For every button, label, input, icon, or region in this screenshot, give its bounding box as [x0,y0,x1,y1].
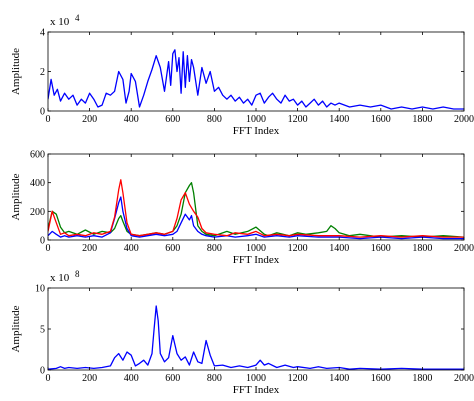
fft-panel-2-x-axis-label: FFT Index [233,254,280,266]
fft-panel-2-x-tick-label: 1000 [246,243,266,254]
fft-panel-3-x-tick-label: 800 [207,373,222,384]
fft-panel-3-y-tick-label: 10 [35,284,45,295]
fft-panel-2-x-tick-label: 600 [165,243,180,254]
fft-panel-3-x-tick-label: 1000 [246,373,266,384]
fft-panel-1-exponent-power: 4 [75,13,80,23]
fft-panel-2-x-tick-label: 0 [46,243,51,254]
fft-panel-3-x-tick-label: 400 [124,373,139,384]
fft-panel-3-x-tick-label: 1600 [371,373,391,384]
fft-panel-2-x-tick-label: 200 [82,243,97,254]
fft-panel-3-x-tick-label: 1400 [329,373,349,384]
fft-panel-1-x-tick-label: 1000 [246,114,266,125]
fft-panel-1-x-tick-label: 400 [124,114,139,125]
fft-panel-1-x-tick-label: 800 [207,114,222,125]
fft-panel-2-x-tick-label: 1800 [412,243,432,254]
fft-panel-1-exponent-base: x 10 [50,16,70,28]
fft-panel-2-series-3-line [48,179,464,238]
fft-panel-3-x-tick-label: 1800 [412,373,432,384]
fft-panel-1-x-tick-label: 1200 [288,114,308,125]
fft-panel-3: 0 200 400 600 800 1000 1200 1400 1600 1800 2000 0 5 1… [10,269,474,396]
fft-panel-2-series-2-line [48,196,464,240]
fft-panel-2-x-tick-label: 800 [207,243,222,254]
fft-panel-3-y-tick-label: 5 [40,325,45,336]
fft-panel-2-x-tick-label: 1200 [288,243,308,254]
fft-panel-1-y-tick-label: 0 [40,107,45,118]
fft-panel-3-exponent-base: x 10 [50,272,70,284]
fft-panel-1-y-tick-label: 2 [40,67,45,78]
fft-panel-2-x-tick-label: 1400 [329,243,349,254]
fft-panel-2-x-tick-label: 400 [124,243,139,254]
fft-panel-2-y-axis-label: Amplitude [10,173,22,220]
fft-panel-1: 0 200 400 600 800 1000 1200 1400 1600 1800 2000 0 2 4… [10,13,474,137]
fft-panel-1-series-1-line [48,49,464,110]
fft-panel-1-x-tick-label: 1600 [371,114,391,125]
fft-panel-2-y-tick-label: 400 [30,178,45,189]
fft-panel-2-y-tick-label: 600 [30,150,45,161]
fft-panel-2-lines [48,179,464,240]
fft-panel-1-x-tick-label: 2000 [454,114,474,125]
fft-panel-3-exponent-power: 8 [75,269,80,279]
fft-panel-3-lines [48,305,464,370]
fft-panel-2-ticks: 0 200 400 600 800 1000 1200 1400 1600 1800 2000 0 20… [30,150,474,255]
fft-panel-1-lines [48,49,464,110]
fft-panel-2-x-tick-label: 1600 [371,243,391,254]
fft-panel-3-x-tick-label: 200 [82,373,97,384]
fft-panel-2: 0 200 400 600 800 1000 1200 1400 1600 1800 2000 0 20… [10,150,474,267]
fft-panel-3-x-tick-label: 0 [46,373,51,384]
fft-panel-1-x-axis-label: FFT Index [233,125,280,137]
fft-panel-3-x-tick-label: 1200 [288,373,308,384]
fft-panel-2-series-1-line [48,182,464,238]
fft-panel-3-x-tick-label: 600 [165,373,180,384]
fft-panel-3-series-1-line [48,305,464,370]
fft-panel-1-x-tick-label: 200 [82,114,97,125]
fft-panel-1-x-tick-label: 1400 [329,114,349,125]
fft-panel-2-y-tick-label: 0 [40,236,45,247]
fft-panel-2-x-tick-label: 2000 [454,243,474,254]
fft-panel-3-ticks: 0 200 400 600 800 1000 1200 1400 1600 1800 2000 0 5 1… [35,284,474,385]
fft-panel-3-y-tick-label: 0 [40,366,45,377]
fft-panel-1-y-tick-label: 4 [40,28,45,39]
fft-panel-3-x-axis-label: FFT Index [233,384,280,396]
fft-panel-1-x-tick-label: 1800 [412,114,432,125]
fft-panel-3-y-axis-label: Amplitude [10,305,22,352]
fft-panel-1-y-axis-label: Amplitude [10,48,22,95]
fft-panel-1-x-tick-label: 600 [165,114,180,125]
fft-panel-3-x-tick-label: 2000 [454,373,474,384]
fft-panel-1-ticks: 0 200 400 600 800 1000 1200 1400 1600 1800 2000 0 2 4 [40,28,474,126]
fft-panel-2-y-tick-label: 200 [30,207,45,218]
fft-panel-1-x-tick-label: 0 [46,114,51,125]
